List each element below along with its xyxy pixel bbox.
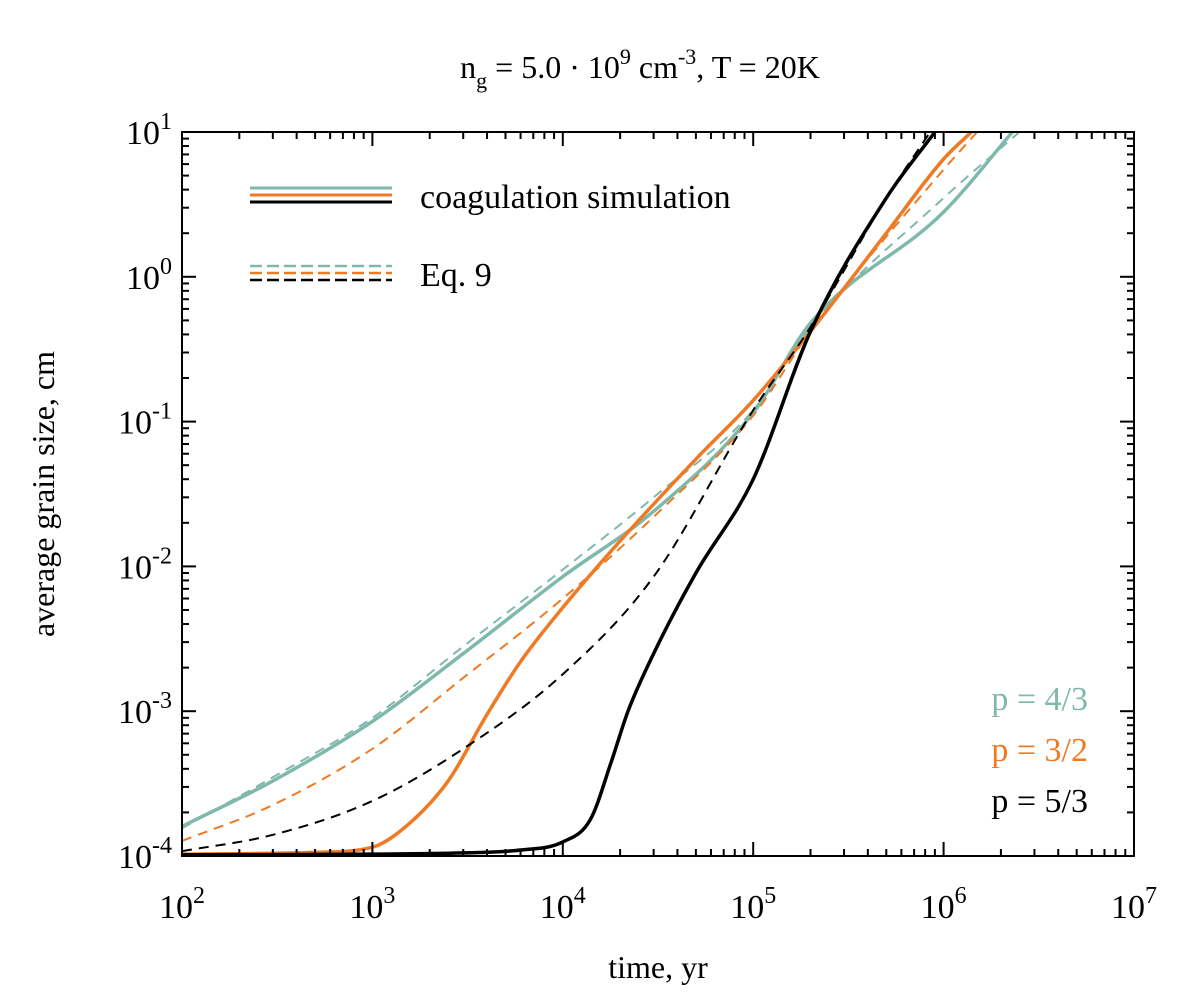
legend-label: coagulation simulation — [420, 179, 731, 216]
series-line-p-4-3-coagulation-simulation — [182, 132, 1014, 829]
chart-title-text: ng = 5.0 · 109 cm-3, T = 20K — [460, 44, 820, 93]
x-tick-label: 104 — [540, 883, 586, 926]
y-tick-label: 10-2 — [118, 543, 172, 586]
chart-title: ng = 5.0 · 109 cm-3, T = 20K — [460, 44, 820, 93]
y-tick-label: 10-4 — [118, 833, 172, 876]
legend-entry-simulation: coagulation simulation — [250, 179, 731, 216]
series-line-p-4-3-eq-9 — [182, 132, 1021, 830]
y-tick-label: 100 — [126, 254, 172, 297]
legend: coagulation simulation Eq. 9 — [250, 179, 731, 294]
series-line-p-3-2-coagulation-simulation — [182, 132, 973, 856]
x-tick-label: 105 — [730, 883, 776, 926]
x-tick-label: 102 — [159, 883, 205, 926]
y-tick-label: 101 — [126, 109, 172, 152]
plot-frame — [181, 131, 1135, 857]
series-annotations: p = 4/3 p = 3/2 p = 5/3 — [991, 681, 1088, 820]
x-tick-label: 103 — [349, 883, 395, 926]
x-tick-labels: 102 103 104 105 106 107 — [159, 883, 1157, 926]
legend-label: Eq. 9 — [420, 257, 492, 294]
annotation-label: p = 5/3 — [991, 783, 1088, 820]
y-axis-label: average grain size, cm — [25, 351, 61, 637]
x-tick-label: 106 — [921, 883, 967, 926]
annotation-label: p = 3/2 — [991, 732, 1088, 769]
plot-area — [182, 132, 1021, 856]
series-line-p-5-3-coagulation-simulation — [182, 132, 937, 856]
legend-entry-eq9: Eq. 9 — [250, 257, 492, 294]
y-tick-labels: 10-4 10-3 10-2 10-1 100 101 — [118, 109, 172, 876]
axis-ticks — [182, 132, 1134, 856]
series-line-p-3-2-eq-9 — [182, 132, 978, 842]
x-axis-label: time, yr — [608, 949, 708, 985]
series-line-p-5-3-eq-9 — [182, 132, 931, 853]
y-tick-label: 10-3 — [118, 688, 172, 731]
annotation-label: p = 4/3 — [991, 681, 1088, 718]
x-tick-label: 107 — [1111, 883, 1157, 926]
y-tick-label: 10-1 — [118, 399, 172, 442]
